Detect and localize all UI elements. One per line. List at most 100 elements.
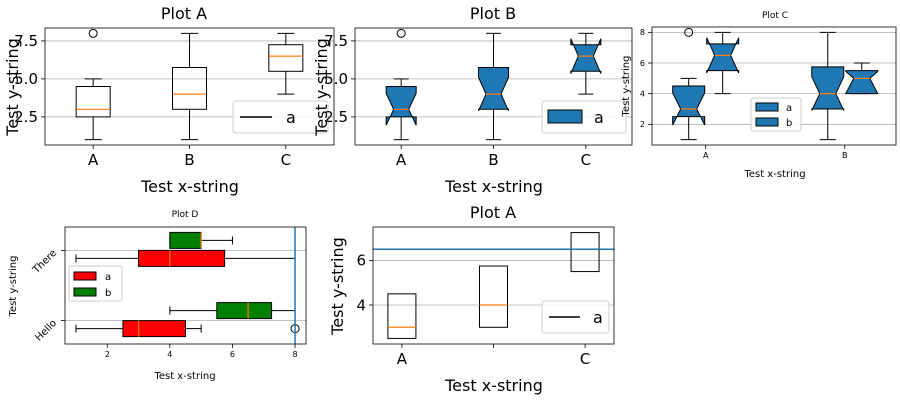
flier-point [88,28,98,38]
x-tick-label: A [703,151,709,160]
x-tick-label: 8 [292,350,297,359]
box-body [385,86,417,126]
legend-patch-a [755,102,779,112]
plot-d-frame [64,226,307,345]
y-tick-label: 6 [356,252,366,270]
plot-a-xlabel: Test x-string [140,177,239,196]
y-tick-label: 7.5 [324,32,348,50]
plot-b-title: Plot B [470,4,516,23]
plot-b-x-ticks: A B C [396,145,591,169]
legend-patch-b [73,287,97,297]
y-tick-label: 5.0 [324,70,348,88]
legend-patch-b [755,117,779,127]
x-tick-label: A [396,151,407,169]
x-tick-label: C [580,350,590,368]
x-tick-label: B [488,151,498,169]
plot-a-legend: a [232,100,329,134]
legend-frame [541,100,627,134]
x-tick-label: A [88,151,99,169]
y-tick-label: 5.0 [14,70,38,88]
x-tick-label: B [842,151,848,160]
x-tick-label: 2 [105,350,110,359]
plot-c-title: Plot C [762,11,788,21]
legend-patch-a [73,271,97,281]
plot-b: Plot B 2.5 5.0 7.5 A B C Test x-string Test … [312,4,633,196]
box-body [478,67,509,112]
legend-label-a: a [105,272,111,283]
plot-d-ylabel: Test y-string [8,256,19,318]
plot-c-boxes [672,27,879,141]
legend-label-a: a [593,308,603,327]
plot-d-legend: a b [68,265,123,302]
x-tick-label: C [581,151,591,169]
box-body [216,302,273,320]
plot-a-bottom-legend: a [541,300,610,334]
plot-a-bottom-boxes [373,232,614,339]
box-body [122,320,186,338]
plot-d: Plot D Hello There 2 4 6 8 Test x-string Tes… [8,210,307,382]
plot-d-x-ticks: 2 4 6 8 [105,344,298,359]
plot-d-y-ticks: Hello There [30,248,65,344]
plot-a-bottom-title: Plot A [470,203,516,222]
box-body [75,86,111,118]
plot-a-y-ticks: 2.5 5.0 7.5 [14,32,45,126]
y-tick-label: 7.5 [14,32,38,50]
y-tick-label: 2.5 [14,108,38,126]
y-tick-label: 4 [640,89,645,98]
plot-a-ylabel: Test y-string [3,38,22,136]
box-body [387,293,417,339]
y-tick-label: 2 [640,120,645,129]
legend-label-a: a [286,108,296,127]
flier-point [684,27,694,37]
plot-d-xlabel: Test x-string [153,371,215,382]
x-tick-label: 6 [230,350,235,359]
plot-a-bottom-grid [373,260,614,306]
box-body [811,66,845,111]
plot-c-ylabel: Test y-string [621,56,632,118]
box-body [570,232,600,273]
box-body [138,249,226,267]
legend-patch-a [547,109,583,124]
y-tick-label: 8 [640,28,645,37]
plot-c-xlabel: Test x-string [743,169,805,180]
y-tick-label: Hello [33,318,59,344]
box-body [844,70,879,95]
plot-a-bottom-ylabel: Test y-string [328,237,347,335]
plot-b-ylabel: Test y-string [312,38,331,136]
plot-a-x-ticks: A B C [88,145,291,169]
plot-d-boxes [75,227,300,344]
x-tick-label: B [184,151,194,169]
plot-b-legend: a [541,100,627,134]
x-tick-label: 4 [167,350,172,359]
box-body [169,231,202,249]
x-tick-label: A [397,350,408,368]
plot-c-legend: a b [750,97,802,132]
plot-a-title: Plot A [161,4,207,23]
plot-b-xlabel: Test x-string [444,177,543,196]
box-body [672,85,706,126]
flier-point [396,28,406,38]
legend-label-b: b [105,288,111,299]
y-tick-label: 4 [356,296,366,314]
legend-label-b: b [786,118,792,129]
y-tick-label: 6 [640,59,645,68]
plot-d-title: Plot D [172,210,199,220]
plot-c-y-ticks: 2 4 6 8 [640,28,652,129]
plot-b-y-ticks: 2.5 5.0 7.5 [324,32,355,126]
x-tick-label: C [281,151,291,169]
box-body [479,265,508,328]
plot-a-bottom-xlabel: Test x-string [444,376,543,395]
y-tick-label: 2.5 [324,108,348,126]
legend-frame [232,100,329,134]
plot-a-boxes [75,28,304,141]
box-body [268,44,304,72]
legend-label-a: a [594,108,604,127]
plot-a-bottom-y-ticks: 46 [356,252,373,314]
plot-c-frame [651,26,897,146]
plot-b-boxes [385,28,602,141]
